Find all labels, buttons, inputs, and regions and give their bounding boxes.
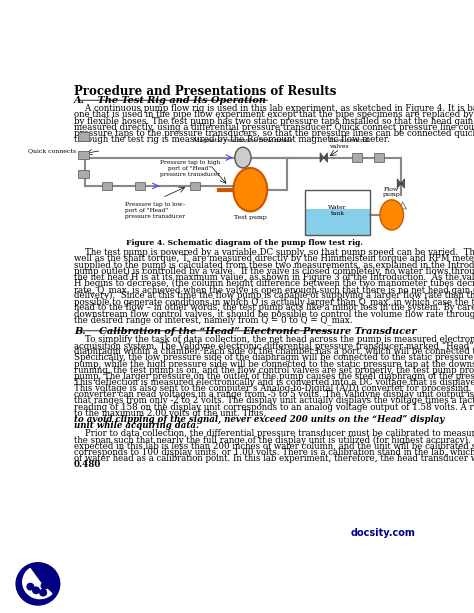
- Text: This deflection is measured electronically and is converted into a DC voltage th: This deflection is measured electronical…: [74, 378, 474, 387]
- Text: pump, while the high pressure side will be connected to the static pressure tap : pump, while the high pressure side will …: [74, 360, 474, 368]
- Text: head to the flow – in other words, the test pump acts like a minor loss in the s: head to the flow – in other words, the t…: [74, 303, 474, 313]
- Text: Figure 4. Schematic diagram of the pump flow test rig.: Figure 4. Schematic diagram of the pump …: [126, 239, 363, 247]
- Circle shape: [27, 584, 34, 590]
- Bar: [191, 181, 200, 190]
- Text: A continuous pump flow rig is used in this lab experiment, as sketched in Figure: A continuous pump flow rig is used in th…: [74, 104, 474, 113]
- Text: Procedure and Presentations of Results: Procedure and Presentations of Results: [74, 85, 337, 98]
- Bar: [78, 132, 89, 140]
- Text: that ranges from only -2 to 2 volts. The display unit actually displays the volt: that ranges from only -2 to 2 volts. The…: [74, 397, 474, 405]
- Text: docsity.com: docsity.com: [351, 528, 416, 538]
- Circle shape: [16, 563, 60, 605]
- Polygon shape: [324, 153, 328, 162]
- Text: the desired range of interest, namely from Q = 0 to Q = Q_max.: the desired range of interest, namely fr…: [74, 316, 353, 326]
- Text: This voltage is also sent to the computer’s Analog-to-Digital (A/D) converter fo: This voltage is also sent to the compute…: [74, 384, 474, 394]
- Text: running, the test pump is on, and the flow control valves are set properly, the : running, the test pump is on, and the fl…: [74, 366, 474, 375]
- Text: Magnetic resonance flow meter: Magnetic resonance flow meter: [193, 139, 293, 143]
- Text: Pressure tap to high
port of "Head"
pressure transducer: Pressure tap to high port of "Head" pres…: [160, 160, 220, 177]
- Text: B.    Calibration of the “Head” Electronic Pressure Transducer: B. Calibration of the “Head” Electronic …: [74, 327, 417, 335]
- Text: The test pump is powered by a variable DC supply, so that pump speed can be vari: The test pump is powered by a variable D…: [74, 248, 474, 257]
- Text: Specifically, the low pressure side of the diaphragm will be connected to the st: Specifically, the low pressure side of t…: [74, 354, 474, 362]
- Circle shape: [41, 582, 48, 589]
- Circle shape: [233, 168, 267, 211]
- Polygon shape: [401, 179, 405, 188]
- Text: reading of 158 on the display unit corresponds to an analog voltage output of 1.: reading of 158 on the display unit corre…: [74, 403, 474, 411]
- Text: Water
tank: Water tank: [328, 205, 347, 216]
- Bar: [135, 181, 145, 190]
- Text: A.    The Test Rig and Its Operation: A. The Test Rig and Its Operation: [74, 96, 267, 105]
- Text: Flow control
valves: Flow control valves: [329, 139, 369, 149]
- Circle shape: [40, 590, 46, 596]
- Text: possible to generate conditions in which Q is actually larger than Q_max, in whi: possible to generate conditions in which…: [74, 297, 474, 307]
- Bar: [305, 189, 370, 235]
- Text: one that is used in the pipe flow experiment except that the pipe specimens are : one that is used in the pipe flow experi…: [74, 110, 474, 120]
- Text: by flexible hoses. The test pump has two static pressure taps installed so that : by flexible hoses. The test pump has two…: [74, 116, 474, 126]
- Text: to avoid clipping of the signal, never exceed 200 units on the “Head” display: to avoid clipping of the signal, never e…: [74, 415, 444, 424]
- Text: pump. The larger pressure on the outlet of the pump causes the steel diaphragm o: pump. The larger pressure on the outlet …: [74, 372, 474, 381]
- Bar: [374, 153, 383, 162]
- Text: of water head as a calibration point. In this lab experiment, therefore, the hea: of water head as a calibration point. In…: [74, 454, 474, 463]
- Bar: [352, 153, 362, 162]
- Text: acquisition system. The Validyne electronic differential pressure transducer mar: acquisition system. The Validyne electro…: [74, 341, 474, 351]
- Text: Pressure tap to low–
port of "Head"
pressure transducer: Pressure tap to low– port of "Head" pres…: [125, 202, 186, 219]
- Circle shape: [235, 147, 251, 168]
- Text: through the test rig is measured by the Rosemount magnetic flow meter.: through the test rig is measured by the …: [74, 135, 390, 144]
- Text: downstream flow control valves, it should be possible to control the volume flow: downstream flow control valves, it shoul…: [74, 310, 474, 319]
- Text: pump outlet) is controlled by a valve.  If the valve is closed completely, no wa: pump outlet) is controlled by a valve. I…: [74, 267, 474, 276]
- Text: pressure taps to the pressure transducers, so that the pressure lines can be con: pressure taps to the pressure transducer…: [74, 129, 474, 138]
- Wedge shape: [23, 568, 52, 598]
- Circle shape: [33, 587, 39, 593]
- Bar: [305, 209, 370, 235]
- Polygon shape: [320, 153, 324, 162]
- Text: unit while acquiring data.: unit while acquiring data.: [74, 421, 199, 430]
- Text: expected in this lab is less than 200 inches of water column, and the unit will : expected in this lab is less than 200 in…: [74, 442, 474, 451]
- Text: delivery).  Since at this time the flow pump is capable of supplying a larger fl: delivery). Since at this time the flow p…: [74, 291, 474, 300]
- Text: H begins to decrease, (the column height difference between the two manometer tu: H begins to decrease, (the column height…: [74, 279, 474, 288]
- Text: converter can read voltages in a range from -5 to 5 volts. The Validyne display : converter can read voltages in a range f…: [74, 390, 474, 399]
- Text: To simplify the task of data collection, the net head across the pump is measure: To simplify the task of data collection,…: [74, 335, 474, 344]
- Text: to the maximum 2.00 volts of the unit. Thus,: to the maximum 2.00 volts of the unit. T…: [74, 409, 266, 417]
- Text: Flow
pump: Flow pump: [383, 187, 401, 197]
- Bar: [78, 151, 89, 159]
- Bar: [78, 170, 89, 178]
- Polygon shape: [397, 179, 401, 188]
- Circle shape: [380, 200, 403, 230]
- Text: Test pump: Test pump: [234, 215, 267, 220]
- Text: measured directly, using a differential pressure transducer. Quick connect press: measured directly, using a differential …: [74, 123, 474, 132]
- Text: Prior to data collection, the differential pressure transducer must be calibrate: Prior to data collection, the differenti…: [74, 430, 474, 438]
- Text: corresponds to 100 display units, or 1.00 volts. There is a calibration stand in: corresponds to 100 display units, or 1.0…: [74, 448, 474, 457]
- Text: rate, Q_max, is achieved when the valve is open enough such that there is no net: rate, Q_max, is achieved when the valve …: [74, 285, 474, 295]
- Text: diaphragm within a chamber. Each side of the chamber has a port, which will be c: diaphragm within a chamber. Each side of…: [74, 348, 474, 356]
- Text: well as the shaft torque, T, are measured directly by the Himmelstein torque and: well as the shaft torque, T, are measure…: [74, 254, 474, 264]
- Bar: [102, 181, 112, 190]
- Text: the span such that nearly the full range of the display unit is utilized (for hi: the span such that nearly the full range…: [74, 436, 474, 444]
- Polygon shape: [399, 202, 406, 209]
- Text: 0.480: 0.480: [74, 460, 101, 469]
- Text: the net head H is at its maximum value, as shown in Figure 3 of the Introduction: the net head H is at its maximum value, …: [74, 273, 474, 282]
- Text: supplied to the pump is calculated from these two measurements, as explained in : supplied to the pump is calculated from …: [74, 261, 474, 270]
- Text: Quick connects: Quick connects: [27, 148, 76, 153]
